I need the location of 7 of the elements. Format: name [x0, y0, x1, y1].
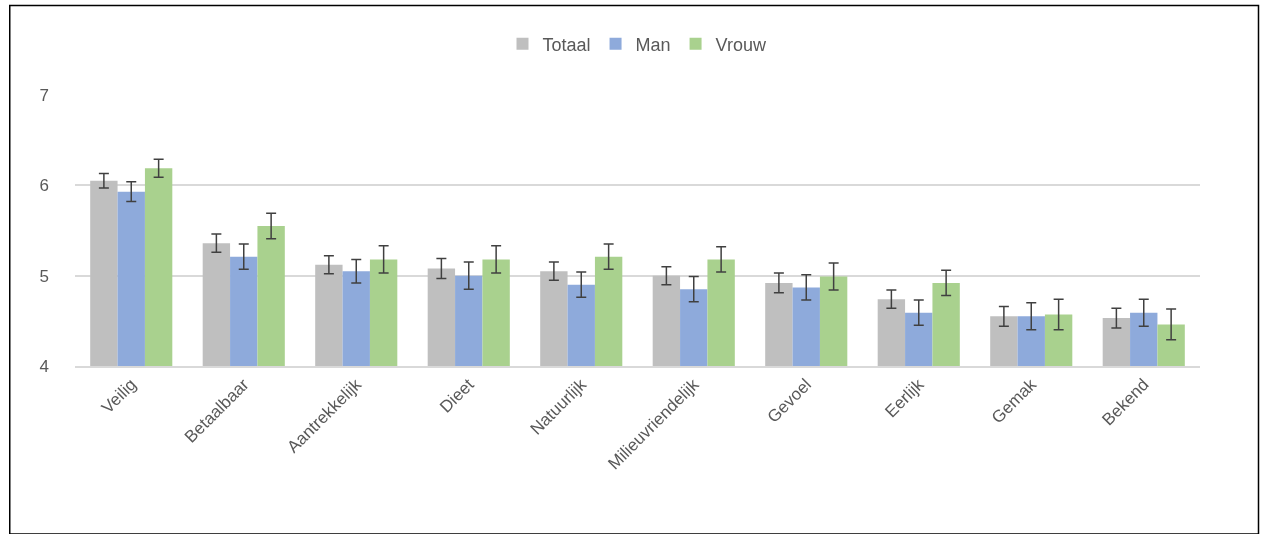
y-tick-label: 7 — [39, 85, 49, 105]
y-tick-label: 6 — [39, 176, 49, 196]
y-tick-label: 4 — [39, 356, 49, 376]
legend-label: Totaal — [542, 34, 591, 55]
legend-label: Man — [635, 34, 671, 55]
legend-label: Vrouw — [715, 34, 767, 55]
y-tick-label: 5 — [39, 266, 49, 286]
